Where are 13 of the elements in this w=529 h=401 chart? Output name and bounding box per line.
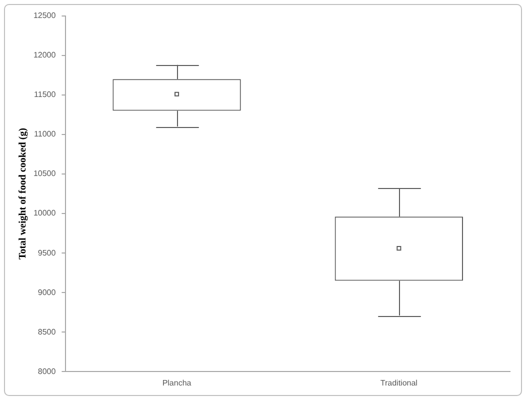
y-tick-label: 10000 [33, 208, 56, 218]
y-tick-label: 12000 [33, 50, 56, 60]
y-tick-label: 9000 [38, 288, 56, 297]
y-tick-label: 11000 [34, 130, 56, 139]
y-tick-label: 8500 [38, 327, 56, 336]
y-tick-label: 8000 [38, 366, 56, 376]
x-tick-label: Plancha [162, 378, 192, 388]
y-tick-label: 11500 [34, 90, 56, 100]
y-tick-label: 10500 [33, 169, 56, 178]
y-tick-label: 9500 [38, 248, 56, 258]
y-axis-title: Total weight of food cooked (g) [18, 128, 29, 260]
x-tick-label: Traditional [380, 378, 418, 388]
y-tick-label: 12500 [33, 11, 56, 20]
